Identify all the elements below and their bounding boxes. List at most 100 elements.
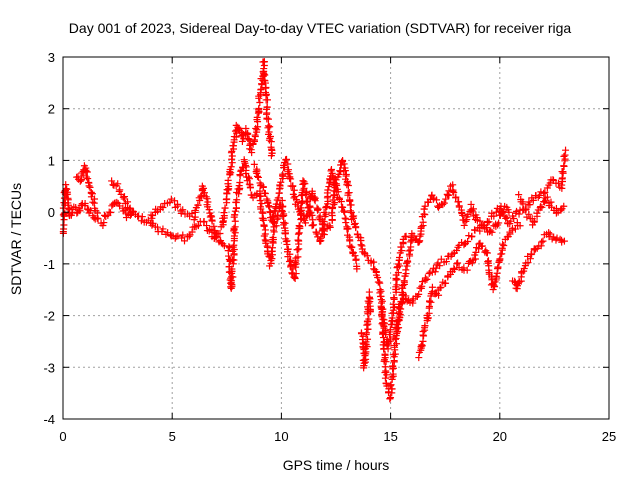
data-point [341, 167, 349, 175]
data-point [279, 212, 287, 220]
data-point [553, 234, 561, 242]
data-point [557, 206, 565, 214]
x-tick-label: 25 [602, 429, 616, 444]
data-point [159, 225, 167, 233]
data-point [292, 270, 300, 278]
y-tick-label: -4 [43, 412, 55, 427]
data-point [109, 181, 117, 189]
data-point [442, 195, 450, 203]
data-point [358, 330, 366, 338]
data-point [498, 250, 506, 258]
data-point [274, 194, 282, 202]
data-point [174, 232, 182, 240]
data-point [296, 223, 304, 231]
data-point [530, 246, 538, 254]
y-tick-label: 0 [48, 205, 55, 220]
data-point [287, 175, 295, 183]
data-point [560, 162, 568, 170]
data-point [256, 98, 264, 106]
data-point [86, 183, 94, 191]
data-point [381, 374, 389, 382]
data-point [279, 170, 287, 178]
data-point [500, 241, 508, 249]
data-point [386, 326, 394, 334]
data-point [519, 200, 527, 208]
data-point [560, 202, 568, 210]
data-point [85, 182, 93, 190]
data-point [236, 171, 244, 179]
data-point [82, 166, 90, 174]
data-point [496, 255, 504, 263]
data-point [228, 155, 236, 163]
data-point [250, 136, 258, 144]
data-point [415, 290, 423, 298]
y-tick-label: -3 [43, 360, 55, 375]
data-point [230, 232, 238, 240]
data-point [427, 298, 435, 306]
data-point [314, 205, 322, 213]
data-point [538, 203, 546, 211]
data-point [525, 210, 533, 218]
data-point [402, 232, 410, 240]
data-point [339, 156, 347, 164]
data-point [476, 227, 484, 235]
data-point [531, 217, 539, 225]
data-point [450, 264, 458, 272]
data-point [341, 208, 349, 216]
data-point [317, 234, 325, 242]
data-point [284, 160, 292, 168]
data-point [223, 186, 231, 194]
data-point [437, 283, 445, 291]
data-point [174, 202, 182, 210]
data-point [375, 278, 383, 286]
data-point [560, 237, 568, 245]
data-point [418, 341, 426, 349]
data-point [251, 131, 259, 139]
data-point [293, 246, 301, 254]
data-point [537, 203, 545, 211]
data-point [342, 172, 350, 180]
data-point [502, 214, 510, 222]
data-point [185, 232, 193, 240]
data-point [138, 213, 146, 221]
data-point [344, 182, 352, 190]
data-point [492, 272, 500, 280]
data-point [370, 258, 378, 266]
data-point [378, 320, 386, 328]
data-point [421, 202, 429, 210]
data-point [418, 342, 426, 350]
data-point [395, 254, 403, 262]
data-point [291, 275, 299, 283]
data-point [149, 219, 157, 227]
data-point [322, 210, 330, 218]
data-point [229, 142, 237, 150]
data-point [230, 224, 238, 232]
data-point [391, 350, 399, 358]
data-point [253, 128, 261, 136]
data-point [423, 275, 431, 283]
data-point [147, 211, 155, 219]
data-point [421, 322, 429, 330]
data-point [159, 204, 167, 212]
data-point [125, 205, 133, 213]
data-point [376, 279, 384, 287]
data-point [167, 195, 175, 203]
data-point [72, 203, 80, 211]
data-point [376, 289, 384, 297]
data-point [291, 258, 299, 266]
data-point [419, 218, 427, 226]
data-point [282, 156, 290, 164]
data-point [499, 240, 507, 248]
data-point [469, 205, 477, 213]
data-point [220, 209, 228, 217]
data-point [179, 231, 187, 239]
data-point [228, 265, 236, 273]
x-tick-label: 5 [169, 429, 176, 444]
data-point [246, 145, 254, 153]
data-point [200, 218, 208, 226]
data-point [382, 358, 390, 366]
data-point [560, 152, 568, 160]
data-point [352, 255, 360, 263]
data-point [200, 189, 208, 197]
data-point [488, 228, 496, 236]
